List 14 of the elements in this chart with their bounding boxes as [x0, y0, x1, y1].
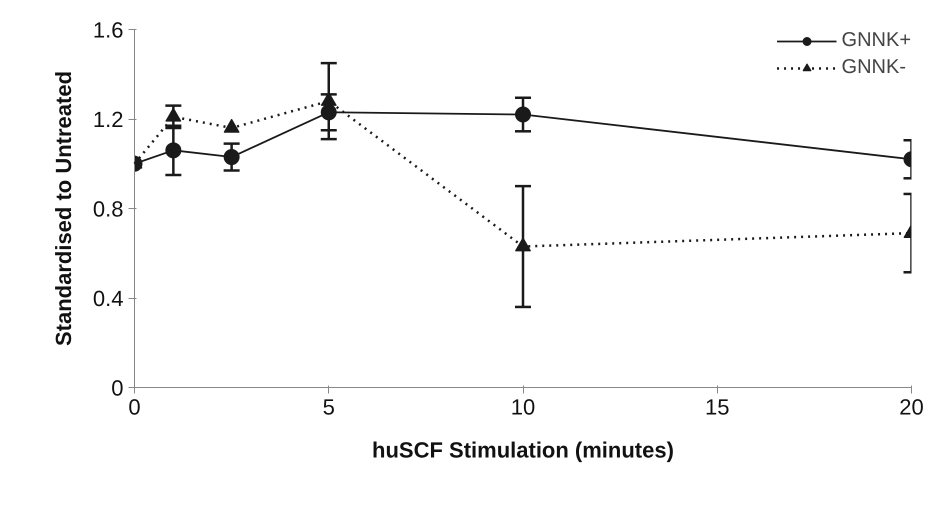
x-axis-title: huSCF Stimulation (minutes) — [372, 438, 674, 462]
legend-label: GNNK- — [842, 56, 906, 79]
y-axis-title: Standardised to Untreated — [50, 70, 76, 346]
y-tick-label: 0.4 — [92, 286, 124, 311]
x-tick-label: 0 — [128, 394, 141, 420]
y-tick-label: 0 — [111, 376, 124, 400]
y-tick-label: 0.8 — [92, 196, 124, 222]
y-tick-label: 1.6 — [92, 18, 124, 42]
y-tick-label: 1.2 — [92, 107, 124, 132]
x-tick-label: 20 — [899, 394, 924, 420]
x-tick-label: 10 — [510, 394, 536, 420]
legend-label: GNNK+ — [842, 29, 911, 52]
x-tick-label: 15 — [705, 394, 730, 420]
x-tick-label: 5 — [322, 394, 335, 420]
